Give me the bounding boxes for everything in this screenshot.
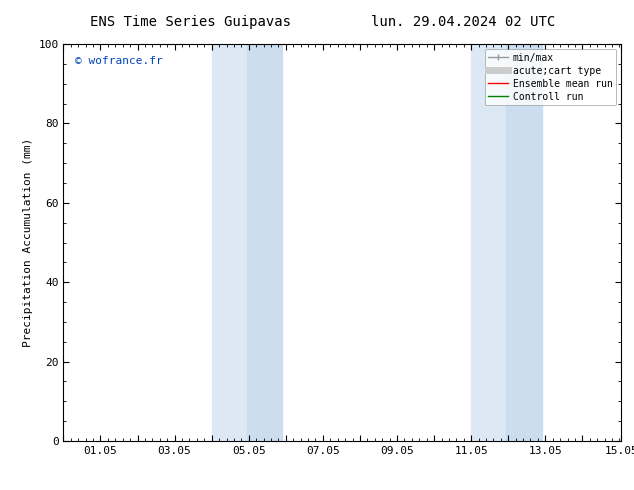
Bar xyxy=(471,44,507,441)
Bar xyxy=(212,44,247,441)
Text: © wofrance.fr: © wofrance.fr xyxy=(75,56,162,66)
Text: ENS Time Series Guipavas: ENS Time Series Guipavas xyxy=(89,15,291,29)
Bar xyxy=(507,44,541,441)
Y-axis label: Precipitation Accumulation (mm): Precipitation Accumulation (mm) xyxy=(23,138,33,347)
Text: lun. 29.04.2024 02 UTC: lun. 29.04.2024 02 UTC xyxy=(371,15,555,29)
Legend: min/max, acute;cart type, Ensemble mean run, Controll run: min/max, acute;cart type, Ensemble mean … xyxy=(484,49,616,105)
Bar xyxy=(247,44,282,441)
